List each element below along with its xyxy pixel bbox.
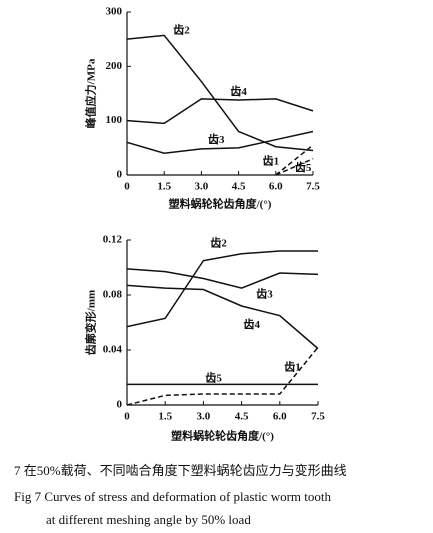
series-line — [275, 158, 314, 176]
x-axis-label: 塑料蜗轮轮齿角度/(°) — [169, 197, 272, 211]
x-tick-label: 0 — [124, 181, 130, 193]
y-tick-label: 0 — [117, 399, 123, 411]
y-axis-label: 峰值应力/MPa — [84, 58, 98, 128]
series-label: 齿4 — [230, 84, 247, 98]
caption-zh: 7 在50%载荷、不同啮合角度下塑料蜗轮齿应力与变形曲线 — [14, 463, 347, 478]
y-tick-label: 0.04 — [103, 344, 123, 356]
y-tick-label: 0 — [117, 169, 123, 181]
caption-en: Fig 7 Curves of stress and deformation o… — [14, 489, 332, 504]
x-tick-label: 3.0 — [197, 411, 211, 423]
x-tick-label: 4.5 — [235, 411, 249, 423]
caption-en: at different meshing angle by 50% load — [46, 512, 251, 527]
y-axis-label: 齿廓变形/mm — [84, 290, 98, 355]
series-line — [126, 268, 319, 289]
series-line — [126, 98, 314, 125]
series-line — [126, 130, 314, 155]
y-tick-label: 200 — [106, 60, 123, 72]
series-label: 齿5 — [295, 160, 312, 174]
series-label: 齿1 — [284, 359, 301, 373]
x-tick-label: 6.0 — [273, 411, 287, 423]
series-label: 齿4 — [244, 317, 261, 331]
series-label: 齿3 — [256, 287, 273, 301]
series-label: 齿2 — [173, 23, 190, 37]
x-tick-label: 7.5 — [306, 181, 320, 193]
y-tick-label: 0.12 — [103, 234, 123, 246]
series-line — [126, 34, 314, 152]
y-tick-label: 100 — [106, 114, 123, 126]
series-label: 齿5 — [205, 370, 222, 384]
series-line — [126, 346, 319, 406]
series-label: 齿2 — [210, 236, 227, 250]
x-axis-label: 塑料蜗轮轮齿角度/(°) — [171, 429, 274, 443]
series-label: 齿1 — [263, 153, 280, 167]
x-tick-label: 4.5 — [232, 181, 246, 193]
x-tick-label: 3.0 — [195, 181, 209, 193]
x-tick-label: 6.0 — [269, 181, 283, 193]
x-tick-label: 1.5 — [158, 411, 172, 423]
series-label: 齿3 — [208, 132, 225, 146]
y-tick-label: 300 — [106, 6, 123, 18]
series-line — [126, 250, 318, 328]
x-tick-label: 1.5 — [157, 181, 171, 193]
x-tick-label: 7.5 — [311, 411, 325, 423]
x-tick-label: 0 — [124, 411, 130, 423]
series-line — [126, 284, 319, 350]
y-tick-label: 0.08 — [103, 289, 123, 301]
